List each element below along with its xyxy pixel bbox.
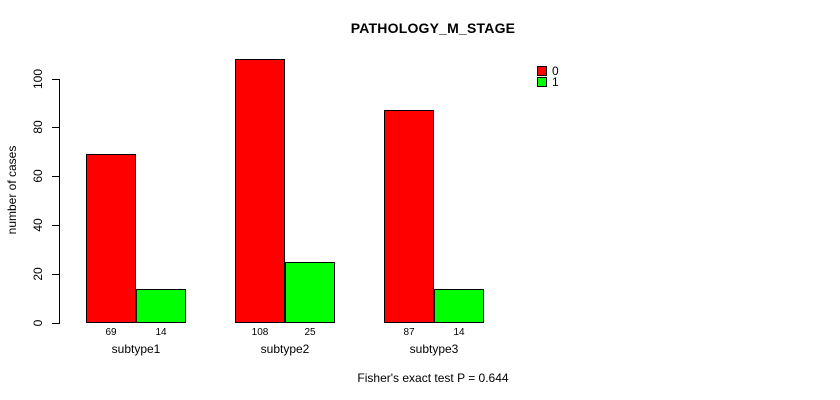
bar-value-label: 108 [251,327,269,338]
chart-title: PATHOLOGY_M_STAGE [350,20,516,36]
fisher-test-annotation: Fisher's exact test P = 0.644 [357,371,509,385]
y-axis-tick [52,274,59,276]
bar-value-label: 14 [155,327,167,338]
x-category-label-subtype2: subtype2 [260,342,310,356]
y-axis-tick [52,225,59,227]
bar-subtype2-1 [285,261,335,323]
bar-value-label: 87 [403,327,415,338]
bar-subtype1-1 [136,288,186,323]
bar-value-label: 25 [304,327,316,338]
bar-subtype3-0 [384,110,434,323]
x-category-label-subtype3: subtype3 [409,342,459,356]
y-axis-line [59,78,60,324]
bar-value-label: 14 [453,327,465,338]
y-axis-tick-label: 20 [31,267,45,281]
legend-swatch-0 [537,66,547,76]
y-axis-label: number of cases [5,145,19,235]
legend-swatch-1 [537,77,547,87]
bar-value-label: 69 [105,327,117,338]
legend-label-1: 1 [552,75,559,89]
bar-subtype1-0 [86,154,136,323]
bar-subtype2-0 [235,58,285,323]
y-axis-tick-label: 100 [31,68,45,89]
y-axis-tick [52,323,59,324]
y-axis-tick [52,127,59,129]
y-axis-tick-label: 40 [31,218,45,232]
bar-subtype3-1 [434,288,484,323]
y-axis-tick [52,78,59,80]
x-category-label-subtype1: subtype1 [111,342,161,356]
y-axis-tick-label: 0 [31,319,45,327]
legend-label-0: 0 [552,64,559,78]
y-axis-tick-label: 60 [31,169,45,183]
y-axis-tick [52,176,59,178]
y-axis-tick-label: 80 [31,120,45,135]
